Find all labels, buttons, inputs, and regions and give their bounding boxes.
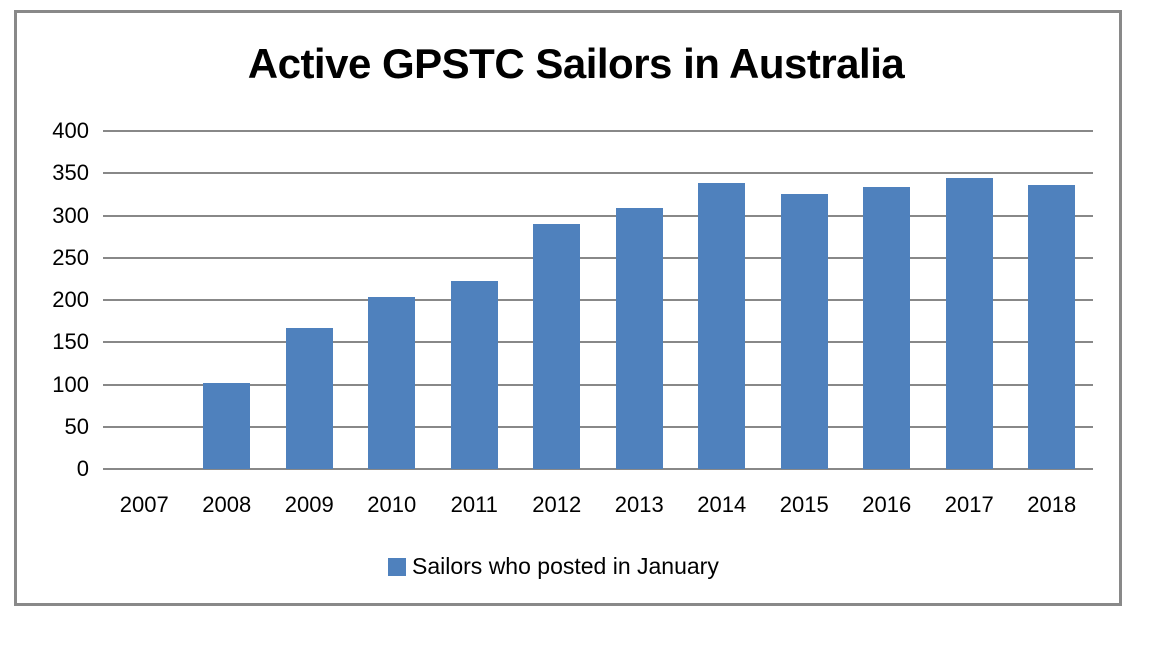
x-tick-label: 2017 bbox=[944, 492, 994, 517]
x-tick-label: 2018 bbox=[1027, 492, 1077, 517]
bar-2011 bbox=[450, 281, 498, 469]
y-tick-label: 250 bbox=[52, 244, 89, 270]
x-tick-label: 2010 bbox=[367, 492, 417, 517]
x-tick-label: 2013 bbox=[614, 492, 664, 517]
x-tick-label: 2007 bbox=[119, 492, 169, 517]
y-tick-label: 400 bbox=[52, 118, 89, 143]
y-tick-label: 350 bbox=[52, 160, 89, 186]
y-tick-label: 150 bbox=[52, 329, 89, 355]
chart-title: Active GPSTC Sailors in Australia bbox=[247, 40, 905, 87]
bar-2010 bbox=[368, 296, 416, 469]
bar-2018 bbox=[1028, 185, 1076, 469]
y-tick-label: 0 bbox=[76, 456, 89, 481]
x-tick-label: 2014 bbox=[697, 492, 747, 517]
plot-area bbox=[103, 130, 1093, 470]
bar-2013 bbox=[615, 207, 663, 469]
y-tick-label: 100 bbox=[52, 371, 89, 397]
gridline bbox=[103, 383, 1093, 386]
legend-label: Sailors who posted in January bbox=[412, 553, 719, 579]
x-tick-label: 2011 bbox=[450, 492, 498, 517]
y-tick-label: 300 bbox=[52, 202, 89, 228]
x-tick-label: 2009 bbox=[284, 492, 334, 517]
gridline bbox=[103, 299, 1093, 301]
bar-2015 bbox=[780, 194, 828, 469]
gridline bbox=[103, 214, 1093, 217]
y-tick-label: 50 bbox=[64, 413, 89, 439]
gridline bbox=[103, 341, 1093, 344]
x-tick-label: 2008 bbox=[202, 492, 252, 517]
x-tick-label: 2016 bbox=[862, 492, 912, 517]
gridline bbox=[103, 130, 1093, 132]
bar-2009 bbox=[285, 327, 333, 469]
gridline bbox=[103, 425, 1093, 428]
bar-2014 bbox=[698, 183, 746, 469]
bar-2012 bbox=[533, 223, 581, 469]
gridline bbox=[103, 172, 1093, 175]
bar-2017 bbox=[945, 178, 993, 469]
gridline bbox=[103, 468, 1093, 470]
x-tick-label: 2015 bbox=[779, 492, 829, 517]
y-tick-label: 200 bbox=[52, 287, 89, 312]
x-tick-label: 2012 bbox=[532, 492, 582, 517]
gridline bbox=[103, 256, 1093, 259]
bar-2008 bbox=[203, 382, 251, 469]
legend: Sailors who posted in January bbox=[388, 553, 719, 580]
legend-swatch-icon bbox=[388, 557, 406, 576]
bar-2016 bbox=[863, 186, 911, 469]
